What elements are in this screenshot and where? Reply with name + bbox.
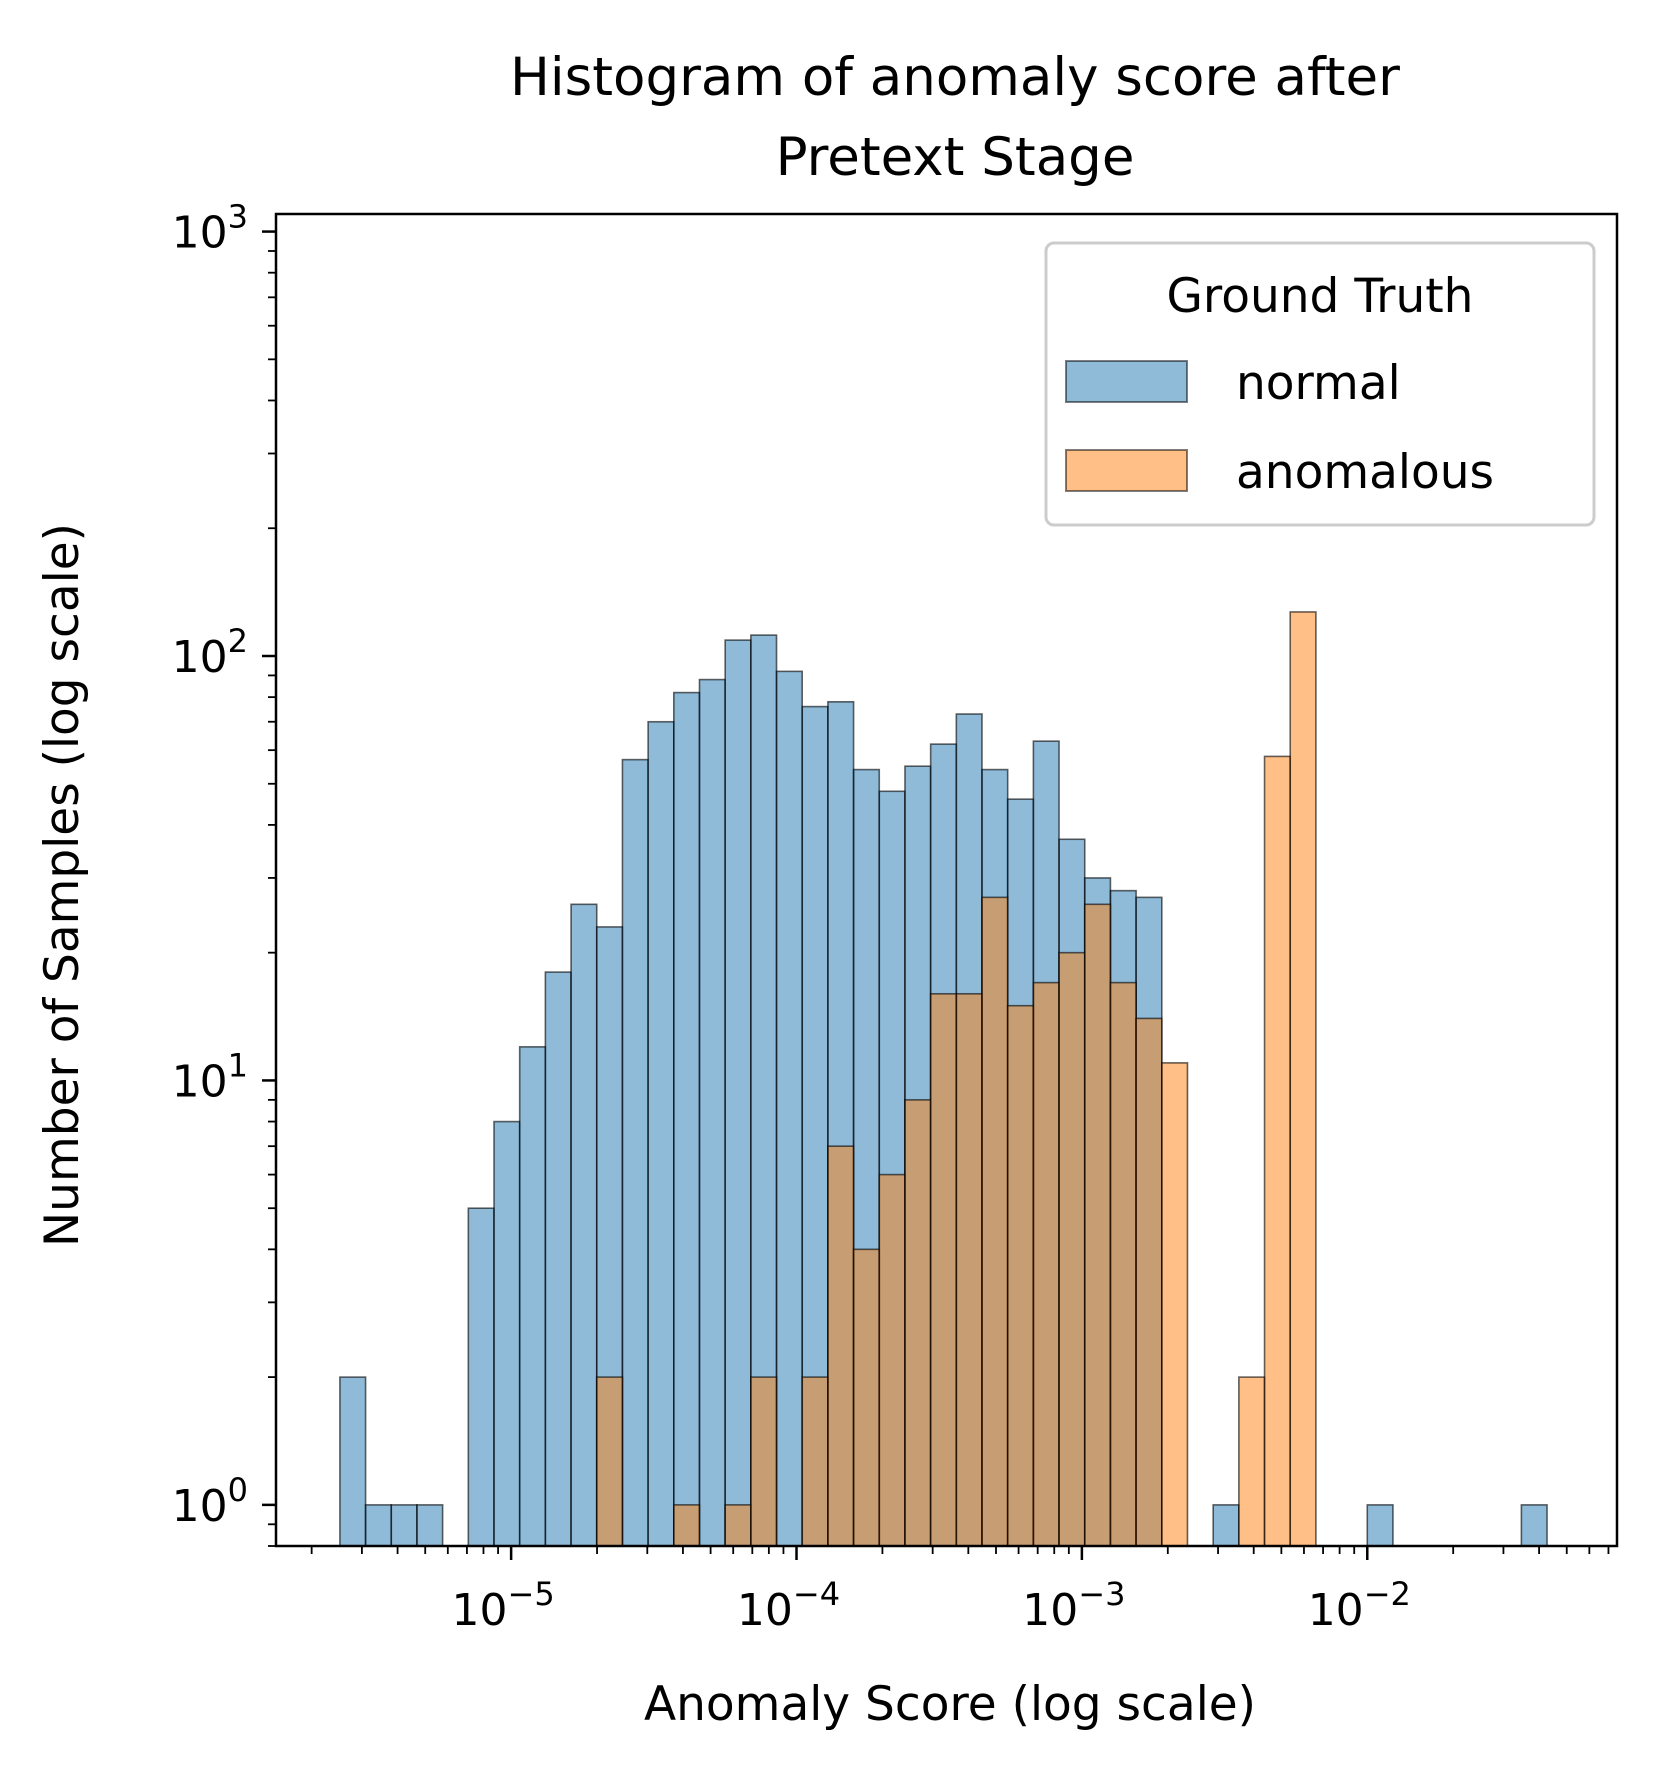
bar-normal-5 [467,1207,495,1547]
bar-normal-46 [1520,1504,1548,1547]
x-tick-label: 10−2 [1308,1575,1411,1636]
bar-anomalous-19 [827,1145,855,1547]
x-tick-label: 10−3 [1022,1575,1125,1636]
y-axis-label: Number of Samples (log scale) [35,523,90,1247]
bar-normal-40 [1366,1504,1394,1547]
bar-normal-7 [518,1046,547,1547]
bar-normal-13 [672,691,701,1547]
x-axis-label: Anomaly Score (log scale) [644,1677,1256,1732]
bar-anomalous-23 [929,992,958,1547]
chart-title-line-1: Histogram of anomaly score after [510,47,1400,108]
bar-anomalous-31 [1135,1017,1163,1547]
bar-normal-11 [621,758,649,1547]
bar-anomalous-22 [904,1099,932,1547]
bar-anomalous-36 [1263,755,1292,1547]
bar-normal-12 [647,720,675,1547]
legend: Ground Truth normal anomalous [1044,241,1596,527]
bar-anomalous-26 [1006,1004,1035,1547]
bar-anomalous-37 [1289,611,1317,1547]
bar-anomalous-27 [1032,981,1060,1547]
bar-normal-14 [698,678,726,1547]
legend-label-normal: normal [1236,356,1401,411]
bar-anomalous-21 [878,1173,906,1547]
bar-anomalous-35 [1238,1376,1266,1547]
bar-anomalous-25 [981,896,1009,1547]
bar-anomalous-29 [1083,903,1112,1547]
bar-normal-0 [339,1376,367,1547]
axes-layer: 10−5 10−4 10−3 10−2 100 101 102 103 [172,198,1619,1636]
legend-swatch-anomalous [1065,449,1188,492]
bar-normal-2 [390,1504,418,1547]
bar-anomalous-32 [1161,1062,1189,1547]
legend-swatch-normal [1065,360,1188,403]
y-tick-label: 103 [172,198,248,259]
bars-layer [339,611,1548,1547]
bar-normal-34 [1212,1504,1240,1547]
x-tick-label: 10−4 [737,1575,840,1636]
bar-normal-1 [364,1504,393,1547]
bar-normal-3 [416,1504,444,1547]
bar-normal-9 [570,903,598,1547]
bar-anomalous-15 [724,1504,752,1547]
bar-anomalous-10 [595,1376,624,1547]
legend-title: Ground Truth [1167,269,1474,324]
bar-anomalous-24 [955,992,983,1547]
y-tick-label: 102 [172,622,248,683]
y-tick-label: 100 [172,1471,248,1532]
bar-normal-8 [544,971,572,1547]
bar-normal-6 [493,1120,521,1547]
bar-normal-15 [724,639,752,1547]
bar-anomalous-18 [801,1376,829,1547]
x-tick-label: 10−5 [452,1575,555,1636]
bar-anomalous-13 [672,1504,701,1547]
chart-title-line-2: Pretext Stage [776,127,1135,188]
plot-frame [274,212,1619,1548]
bar-normal-17 [775,670,804,1547]
bar-anomalous-28 [1058,951,1086,1547]
bar-anomalous-16 [750,1376,778,1547]
bar-anomalous-20 [852,1248,881,1547]
y-tick-label: 101 [172,1046,248,1107]
legend-label-anomalous: anomalous [1236,445,1494,500]
bar-anomalous-30 [1109,981,1137,1547]
